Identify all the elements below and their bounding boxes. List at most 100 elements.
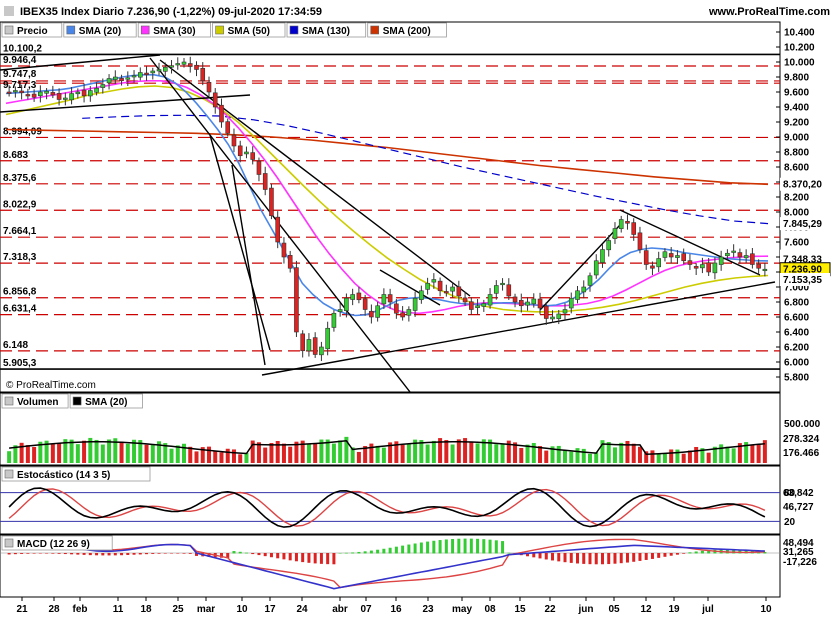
- macd-histogram-bar: [407, 544, 411, 554]
- x-axis-label: feb: [73, 604, 88, 615]
- volume-bar: [475, 443, 480, 463]
- macd-histogram-bar: [526, 553, 530, 557]
- x-axis-label: 17: [264, 604, 276, 615]
- candle-body: [675, 255, 680, 258]
- macd-histogram-bar: [120, 553, 124, 556]
- x-axis-label: 11: [113, 604, 124, 615]
- trendline: [539, 224, 621, 311]
- volume-bar: [712, 446, 717, 463]
- volume-bar: [531, 442, 536, 463]
- macd-histogram-bar: [732, 549, 736, 554]
- site-url[interactable]: www.ProRealTime.com: [708, 6, 830, 18]
- macd-histogram-bar: [145, 553, 149, 555]
- macd-histogram-bar: [163, 553, 167, 554]
- macd-histogram-bar: [63, 553, 67, 555]
- volume-bar: [669, 449, 674, 463]
- volume-value-tag: 278.324: [783, 434, 820, 445]
- price-level-label: 6.148: [3, 340, 28, 351]
- candle-body: [256, 160, 262, 175]
- candle-body: [419, 290, 424, 301]
- candle-body: [450, 286, 455, 292]
- volume-bar: [350, 447, 355, 463]
- volume-bar: [94, 439, 99, 463]
- volume-bar: [750, 445, 755, 463]
- sma200-line: [5, 128, 769, 186]
- candle-body: [162, 66, 168, 72]
- macd-histogram-bar: [619, 553, 623, 564]
- volume-bar: [363, 445, 368, 463]
- price-level-label: 8.375,6: [3, 173, 37, 184]
- macd-histogram-bar: [138, 553, 142, 555]
- volume-bar: [275, 441, 280, 463]
- stoch-k-line: [8, 487, 766, 528]
- volume-bar: [556, 445, 561, 463]
- macd-signal-line: [9, 538, 765, 589]
- candle-body: [593, 260, 599, 276]
- volume-bar: [306, 444, 311, 463]
- candle-body: [575, 290, 580, 300]
- price-axis-label: 9.400: [784, 103, 809, 114]
- candle-body: [300, 333, 305, 352]
- legend-label: Estocástico (14 3 5): [17, 470, 110, 481]
- x-axis-label: 07: [360, 604, 372, 615]
- price-axis-label: 8.200: [784, 193, 809, 204]
- volume-bar: [82, 440, 87, 463]
- candle-body: [306, 339, 312, 352]
- volume-bar: [219, 452, 224, 463]
- legend-label: SMA (20): [79, 26, 121, 37]
- volume-bar: [600, 440, 605, 463]
- macd-value-tag: -17,226: [783, 557, 817, 568]
- candle-body: [462, 297, 468, 303]
- candle-body: [662, 251, 668, 258]
- volume-bar: [300, 440, 305, 463]
- volume-bar: [157, 441, 162, 463]
- price-level-label: 6.856,8: [3, 287, 37, 298]
- candle-body: [756, 263, 761, 269]
- macd-histogram-bar: [594, 553, 598, 565]
- macd-histogram-bar: [332, 553, 336, 565]
- macd-histogram-bar: [13, 553, 17, 555]
- macd-histogram-bar: [57, 553, 61, 554]
- volume-bar: [544, 450, 549, 463]
- value-tag-bg: [780, 177, 830, 191]
- macd-histogram-bar: [170, 553, 174, 554]
- trendline: [0, 94, 251, 113]
- candle-body: [494, 285, 499, 294]
- candle-body: [137, 72, 143, 78]
- volume-axis-label: 500.000: [784, 419, 821, 430]
- macd-histogram-bar: [82, 553, 86, 555]
- legend-box: [1, 22, 63, 38]
- macd-histogram-bar: [288, 553, 292, 561]
- macd-histogram-bar: [338, 552, 342, 554]
- macd-histogram-bar: [394, 546, 398, 554]
- volume-bar: [38, 441, 43, 463]
- macd-histogram-bar: [563, 553, 567, 563]
- volume-bar: [681, 453, 686, 463]
- macd-histogram-bar: [501, 541, 505, 554]
- volume-bar: [519, 448, 524, 463]
- x-axis-label: may: [452, 604, 472, 615]
- candle-body: [568, 297, 574, 309]
- x-axis-label: 12: [640, 604, 652, 615]
- macd-histogram-bar: [444, 539, 448, 554]
- macd-histogram-bar: [219, 553, 223, 558]
- volume-bar: [263, 447, 268, 463]
- volume-bar: [687, 450, 692, 463]
- legend-label: SMA (20): [85, 397, 127, 408]
- legend-box: [286, 22, 367, 38]
- volume-bar: [50, 444, 55, 463]
- legend-swatch: [4, 538, 14, 548]
- volume-bar: [19, 442, 24, 463]
- candle-body: [219, 104, 224, 123]
- volume-bar: [513, 442, 518, 463]
- macd-histogram-bar: [463, 538, 467, 554]
- candle-body: [350, 294, 355, 300]
- x-axis-label: 10: [760, 604, 772, 615]
- candle-body: [19, 90, 24, 94]
- trendline: [619, 209, 761, 276]
- macd-histogram-bar: [538, 553, 542, 559]
- volume-bar: [569, 451, 574, 463]
- macd-histogram-bar: [482, 539, 486, 554]
- candle-body: [481, 303, 487, 307]
